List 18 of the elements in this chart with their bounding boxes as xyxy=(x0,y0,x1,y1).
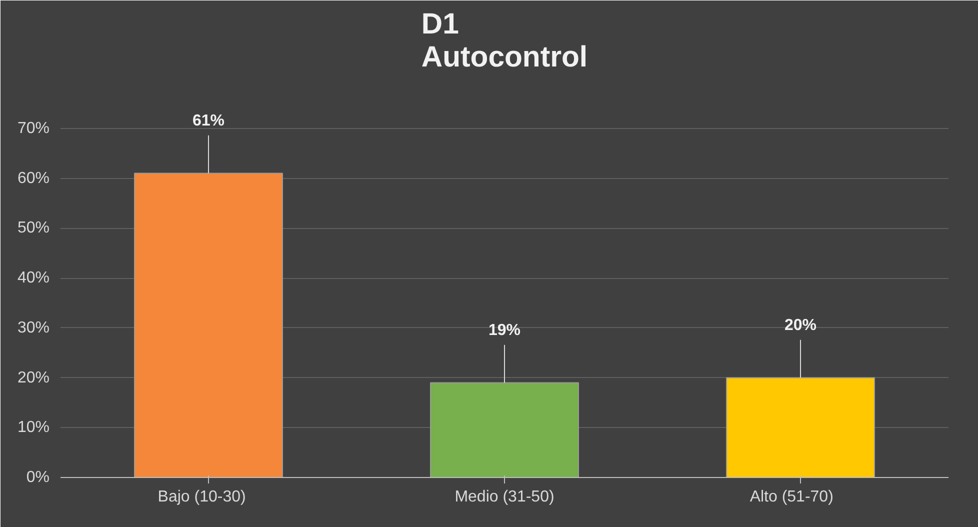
y-tick-label: 60% xyxy=(17,170,50,187)
y-tick-label: 10% xyxy=(17,419,50,436)
y-tick-label: 50% xyxy=(17,220,50,237)
y-tick-label: 20% xyxy=(17,369,50,386)
y-tick-label: 30% xyxy=(17,319,50,336)
data-label: 61% xyxy=(192,112,225,130)
x-tick-label: Medio (31-50) xyxy=(454,488,554,506)
bar xyxy=(134,172,283,478)
y-tick-label: 70% xyxy=(17,120,50,137)
data-label: 19% xyxy=(488,322,521,339)
data-label: 20% xyxy=(784,316,817,334)
bar xyxy=(726,377,875,478)
y-tick-label: 0% xyxy=(26,469,50,486)
bar xyxy=(430,382,579,478)
chart-title: D1 Autocontrol xyxy=(421,8,588,74)
x-tick-label: Alto (51-70) xyxy=(750,488,834,506)
y-tick-label: 40% xyxy=(17,270,50,286)
x-tick-label: Bajo (10-30) xyxy=(158,488,246,506)
